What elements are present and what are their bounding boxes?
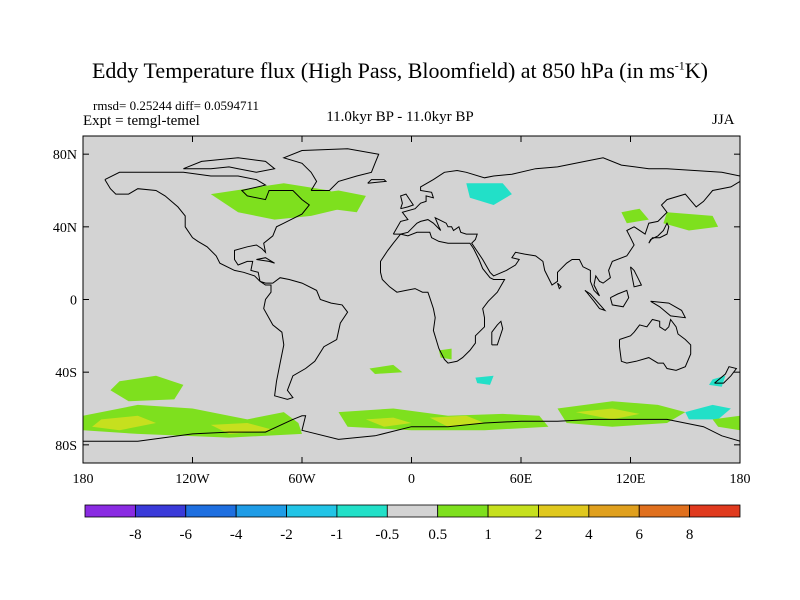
- coastline: [83, 415, 740, 442]
- anomaly-contour-region: [110, 375, 184, 402]
- anomaly-contour-region: [475, 375, 494, 385]
- lon-tick-label: 180: [730, 472, 751, 487]
- anomaly-field-layer: [83, 183, 740, 438]
- coastline: [609, 289, 630, 308]
- anomaly-contour-region: [311, 190, 366, 213]
- map-axes: 80N 40N 0 40S 80S 180 120W 60W 0 60E 120E 180: [53, 136, 751, 487]
- colorbar: -8 -6 -4 -2 -1 -0.5 0.5 1 2 4 6 8: [84, 504, 741, 543]
- map-title-superscript: -1: [674, 58, 685, 73]
- colorbar-label: 0.5: [428, 527, 447, 543]
- coastline: [282, 148, 380, 191]
- coastline: [619, 318, 692, 371]
- map-title-text: Eddy Temperature flux (High Pass, Bloomf…: [91, 58, 675, 83]
- coastline-layer: [83, 148, 740, 442]
- anomaly-contour-region: [210, 183, 357, 220]
- lat-tick-label: 40N: [53, 221, 77, 236]
- anomaly-contour-region: [210, 423, 275, 434]
- colorbar-swatch: [689, 504, 741, 518]
- colorbar-swatch: [84, 504, 136, 518]
- coastline: [400, 193, 415, 210]
- colorbar-swatch: [386, 504, 439, 518]
- coastline: [183, 157, 276, 173]
- coastline: [367, 179, 388, 184]
- colorbar-label: 8: [686, 527, 694, 543]
- anomaly-contour-region: [92, 415, 156, 431]
- coastline: [648, 222, 670, 244]
- coastline: [380, 231, 506, 364]
- colorbar-swatch: [286, 504, 338, 518]
- colorbar-swatch: [487, 504, 539, 518]
- anomaly-contour-region: [365, 417, 412, 427]
- coastline: [584, 289, 607, 312]
- colorbar-swatch: [185, 504, 237, 518]
- lon-tick-label: 0: [408, 472, 415, 487]
- colorbar-swatch: [235, 504, 287, 518]
- map-title: Eddy Temperature flux (High Pass, Bloomf…: [0, 58, 800, 84]
- colorbar-swatch: [437, 504, 489, 518]
- anomaly-contour-region: [663, 212, 719, 231]
- anomaly-contour-region: [685, 404, 731, 420]
- colorbar-label: -0.5: [375, 527, 399, 543]
- anomaly-contour-region: [466, 183, 512, 205]
- coastline: [650, 300, 687, 319]
- colorbar-label: -2: [280, 527, 293, 543]
- coastline: [714, 366, 738, 384]
- colorbar-swatch: [638, 504, 691, 518]
- map-plot-area: [82, 135, 741, 464]
- coastline: [104, 171, 349, 400]
- coastline: [630, 266, 643, 288]
- colorbar-swatch: [538, 504, 590, 518]
- colorbar-label: 6: [635, 527, 643, 543]
- stats-label: rmsd= 0.25244 diff= 0.0594711: [93, 98, 259, 113]
- colorbar-label: 4: [585, 527, 593, 543]
- coastline: [557, 282, 562, 290]
- anomaly-contour-region: [369, 364, 403, 374]
- coastline: [256, 257, 275, 264]
- period-label: 11.0kyr BP - 11.0kyr BP: [326, 109, 474, 125]
- lat-tick-label: 80N: [53, 148, 77, 163]
- colorbar-swatch: [336, 504, 388, 518]
- map-title-tail: K): [684, 58, 708, 83]
- colorbar-swatch: [134, 504, 187, 518]
- lat-tick-label: 80S: [55, 439, 77, 454]
- lon-tick-label: 60E: [510, 472, 533, 487]
- lat-tick-label: 40S: [55, 366, 77, 381]
- lat-tick-label: 0: [70, 294, 77, 309]
- coastline: [491, 320, 504, 346]
- season-label: JJA: [712, 112, 735, 128]
- colorbar-label: -4: [230, 527, 243, 543]
- lon-tick-label: 120E: [616, 472, 646, 487]
- anomaly-contour-region: [712, 415, 740, 431]
- anomaly-contour-region: [575, 408, 640, 420]
- colorbar-label: -6: [180, 527, 193, 543]
- colorbar-swatch: [588, 504, 640, 518]
- colorbar-label: 2: [535, 527, 543, 543]
- anomaly-contour-region: [621, 208, 649, 224]
- lon-tick-label: 120W: [175, 472, 210, 487]
- experiment-label: Expt = temgl-temel: [83, 113, 200, 129]
- lon-tick-label: 180: [73, 472, 94, 487]
- coastline: [392, 157, 740, 297]
- colorbar-label: -1: [331, 527, 344, 543]
- colorbar-label: -8: [129, 527, 142, 543]
- lon-tick-label: 60W: [288, 472, 316, 487]
- anomaly-contour-region: [438, 348, 452, 360]
- colorbar-label: 1: [484, 527, 492, 543]
